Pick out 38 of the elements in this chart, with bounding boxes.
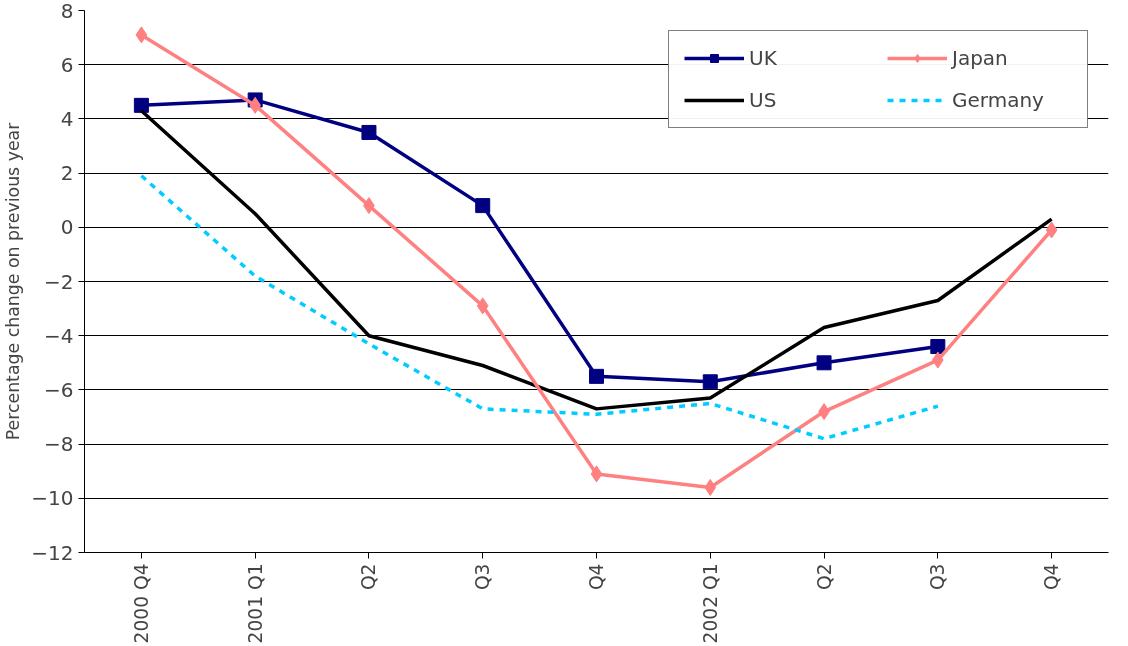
x-tick-label: 2002 Q1 xyxy=(699,563,721,644)
y-tick-label: 0 xyxy=(60,215,74,240)
point xyxy=(135,26,148,44)
x-tick-label: Q4 xyxy=(1041,563,1063,591)
x-tick-label: Q3 xyxy=(472,563,494,591)
y-tick-label: −4 xyxy=(44,323,74,348)
point xyxy=(1045,221,1058,239)
point xyxy=(133,97,149,113)
x-tick-label: 2001 Q1 xyxy=(244,563,266,644)
x-tick-label: Q2 xyxy=(813,563,835,591)
legend-label: US xyxy=(749,88,778,112)
point xyxy=(476,297,489,315)
x-tick-label: Q2 xyxy=(358,563,380,591)
x-tick-label: 2000 Q4 xyxy=(130,563,152,644)
y-axis-title: Percentage change on previous year xyxy=(3,121,24,441)
line-series xyxy=(139,174,940,441)
point xyxy=(361,124,377,140)
legend-label: UK xyxy=(749,46,778,70)
x-tick-label: Q3 xyxy=(927,563,949,591)
y-tick-label: 6 xyxy=(60,52,74,77)
point xyxy=(589,368,604,384)
x-tick-label: Q4 xyxy=(586,563,607,591)
point xyxy=(816,355,832,371)
point xyxy=(704,478,717,496)
legend-label: Japan xyxy=(952,46,1009,70)
y-tick-label: −8 xyxy=(44,432,74,457)
point xyxy=(702,374,718,390)
y-tick-label: −6 xyxy=(44,377,74,402)
y-tick-label: −2 xyxy=(44,269,74,294)
point xyxy=(590,465,603,483)
legend-label: Germany xyxy=(952,88,1045,112)
y-tick-label: −10 xyxy=(31,486,74,511)
y-tick-label: 2 xyxy=(60,161,74,186)
y-tick-label: 4 xyxy=(60,106,74,131)
point xyxy=(475,198,491,214)
point xyxy=(930,339,946,355)
y-tick-label: 8 xyxy=(60,0,74,23)
y-tick-label: −12 xyxy=(31,540,74,565)
